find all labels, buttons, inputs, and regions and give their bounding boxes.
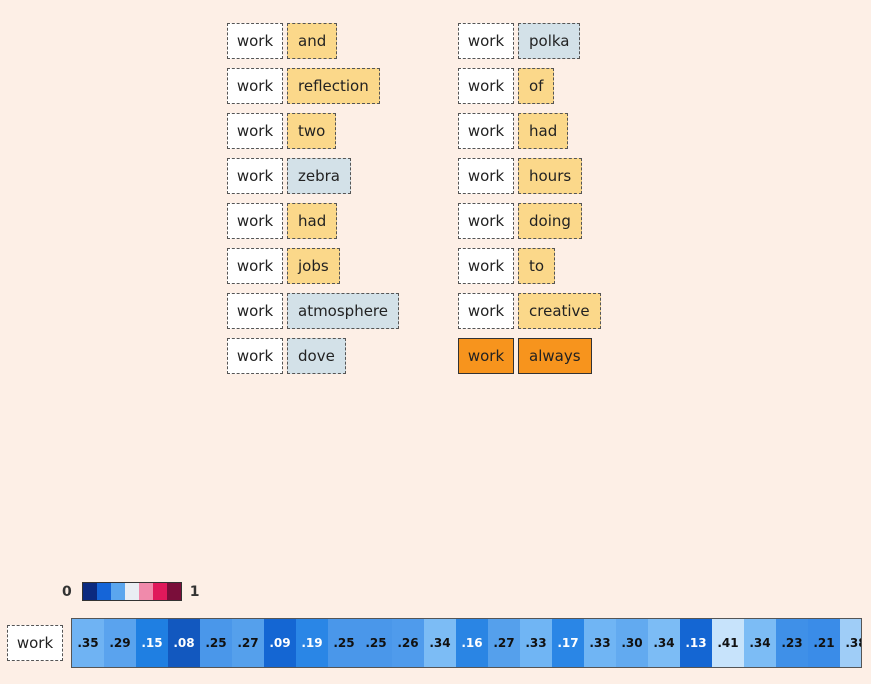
word-token[interactable]: had [287, 203, 338, 239]
score-cell[interactable]: .38 [840, 619, 861, 667]
left-pair-row: work reflection [227, 68, 403, 104]
left-pair-column: work and work reflection work two work zebra wor… [227, 23, 403, 383]
right-pair-row: work doing [458, 203, 605, 239]
score-cell[interactable]: .15 [136, 619, 168, 667]
score-cell[interactable]: .35 [72, 619, 104, 667]
score-cell[interactable]: .08 [168, 619, 200, 667]
right-pair-row: work to [458, 248, 605, 284]
query-token[interactable]: work [227, 293, 283, 329]
query-token[interactable]: work [227, 203, 283, 239]
score-cell[interactable]: .21 [808, 619, 840, 667]
score-cell[interactable]: .34 [648, 619, 680, 667]
strip-query-token[interactable]: work [7, 625, 63, 661]
legend-color-bar [81, 582, 182, 601]
word-token[interactable]: atmosphere [287, 293, 399, 329]
right-pair-row: work hours [458, 158, 605, 194]
score-cell[interactable]: .17 [552, 619, 584, 667]
legend-swatch [166, 583, 181, 600]
left-pair-row: work dove [227, 338, 403, 374]
query-token[interactable]: work [227, 248, 283, 284]
word-token[interactable]: hours [518, 158, 583, 194]
score-cell[interactable]: .23 [776, 619, 808, 667]
query-token[interactable]: work [227, 158, 283, 194]
left-pair-row: work atmosphere [227, 293, 403, 329]
word-token[interactable]: dove [287, 338, 346, 374]
word-token[interactable]: creative [518, 293, 601, 329]
right-pair-column: work polka work of work had work hours work doing… [458, 23, 605, 383]
left-pair-row: work and [227, 23, 403, 59]
score-cell[interactable]: .13 [680, 619, 712, 667]
word-token[interactable]: reflection [287, 68, 380, 104]
word-token[interactable]: of [518, 68, 555, 104]
word-token[interactable]: to [518, 248, 556, 284]
query-token[interactable]: work [458, 113, 514, 149]
score-cell[interactable]: .27 [488, 619, 520, 667]
score-cell[interactable]: .41 [712, 619, 744, 667]
color-scale-legend: 0 1 [62, 582, 200, 601]
left-pair-row: work jobs [227, 248, 403, 284]
right-pair-row: work had [458, 113, 605, 149]
word-token[interactable]: jobs [287, 248, 340, 284]
right-pair-row: work always [458, 338, 605, 374]
query-token[interactable]: work [458, 203, 514, 239]
query-token[interactable]: work [458, 248, 514, 284]
word-token[interactable]: doing [518, 203, 582, 239]
score-cell[interactable]: .25 [360, 619, 392, 667]
legend-swatch [82, 583, 97, 600]
legend-swatch [124, 583, 139, 600]
score-cell[interactable]: .09 [264, 619, 296, 667]
right-pair-row: work polka [458, 23, 605, 59]
right-pair-row: work creative [458, 293, 605, 329]
left-pair-row: work zebra [227, 158, 403, 194]
query-token[interactable]: work [227, 23, 283, 59]
attention-score-strip: .35.29.15.08.25.27.09.19.25.25.26.34.16.… [71, 618, 862, 668]
score-cell[interactable]: .16 [456, 619, 488, 667]
legend-swatch [110, 583, 125, 600]
score-cell[interactable]: .26 [392, 619, 424, 667]
score-cell[interactable]: .29 [104, 619, 136, 667]
score-cell[interactable]: .33 [520, 619, 552, 667]
score-cell[interactable]: .34 [744, 619, 776, 667]
left-pair-row: work two [227, 113, 403, 149]
query-token[interactable]: work [458, 158, 514, 194]
query-token[interactable]: work [227, 338, 283, 374]
score-cell[interactable]: .33 [584, 619, 616, 667]
legend-min-label: 0 [62, 583, 72, 600]
query-token[interactable]: work [458, 23, 514, 59]
query-token[interactable]: work [458, 68, 514, 104]
query-token[interactable]: work [227, 68, 283, 104]
query-token[interactable]: work [227, 113, 283, 149]
left-pair-row: work had [227, 203, 403, 239]
legend-max-label: 1 [189, 583, 200, 600]
word-token[interactable]: had [518, 113, 569, 149]
word-token[interactable]: zebra [287, 158, 351, 194]
legend-swatch [96, 583, 111, 600]
word-token[interactable]: always [518, 338, 592, 374]
score-cell[interactable]: .25 [328, 619, 360, 667]
word-token[interactable]: two [287, 113, 337, 149]
score-cell[interactable]: .30 [616, 619, 648, 667]
legend-swatch [138, 583, 153, 600]
score-cell[interactable]: .27 [232, 619, 264, 667]
right-pair-row: work of [458, 68, 605, 104]
word-token[interactable]: and [287, 23, 338, 59]
score-cell[interactable]: .25 [200, 619, 232, 667]
legend-swatch [152, 583, 167, 600]
word-token[interactable]: polka [518, 23, 581, 59]
score-cell[interactable]: .19 [296, 619, 328, 667]
score-cell[interactable]: .34 [424, 619, 456, 667]
query-token[interactable]: work [458, 338, 514, 374]
query-token[interactable]: work [458, 293, 514, 329]
